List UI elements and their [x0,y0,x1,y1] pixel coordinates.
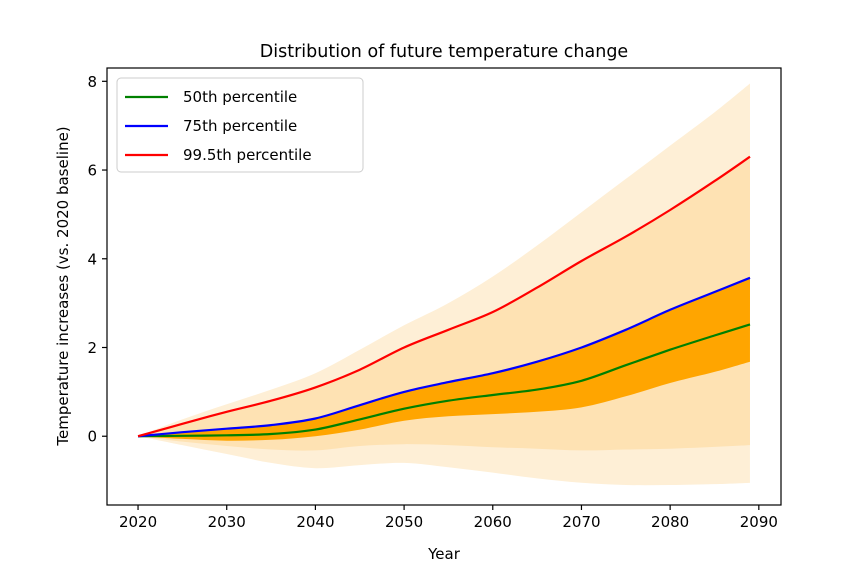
y-tick-label: 2 [87,339,97,357]
legend-label: 50th percentile [183,88,297,106]
y-tick-label: 0 [87,428,97,446]
inner-band [138,277,750,441]
legend-label: 99.5th percentile [183,146,312,164]
percentile-lines [137,155,751,438]
legend-label: 75th percentile [183,117,297,135]
x-tick-label: 2080 [651,513,689,531]
x-tick-label: 2040 [296,513,334,531]
chart-title: Distribution of future temperature chang… [260,42,628,62]
legend-box [116,77,364,173]
y-tick-label: 6 [87,162,97,180]
x-tick-label: 2070 [562,513,600,531]
x-tick-label: 2020 [119,513,157,531]
x-tick-label: 2090 [740,513,778,531]
series-line-50th-percentile [138,323,751,438]
uncertainty-bands [138,83,750,486]
series-line-99-5th-percentile [137,155,751,438]
y-tick-label: 8 [87,73,97,91]
series-line-75th-percentile [137,276,751,438]
x-axis-label: Year [427,545,461,563]
legend: 50th percentile 75th percentile 99.5th per… [116,77,364,173]
y-axis-label: Temperature increases (vs. 2020 baseline… [54,126,72,446]
plot-frame [106,67,782,506]
x-tick-label: 2060 [474,513,512,531]
x-axis-ticks: 2020 2030 2040 2050 2060 2070 2080 2090 [119,505,778,531]
x-tick-label: 2030 [208,513,246,531]
x-tick-label: 2050 [385,513,423,531]
y-axis-ticks: 0 2 4 6 8 [87,73,107,446]
y-tick-label: 4 [87,250,97,268]
